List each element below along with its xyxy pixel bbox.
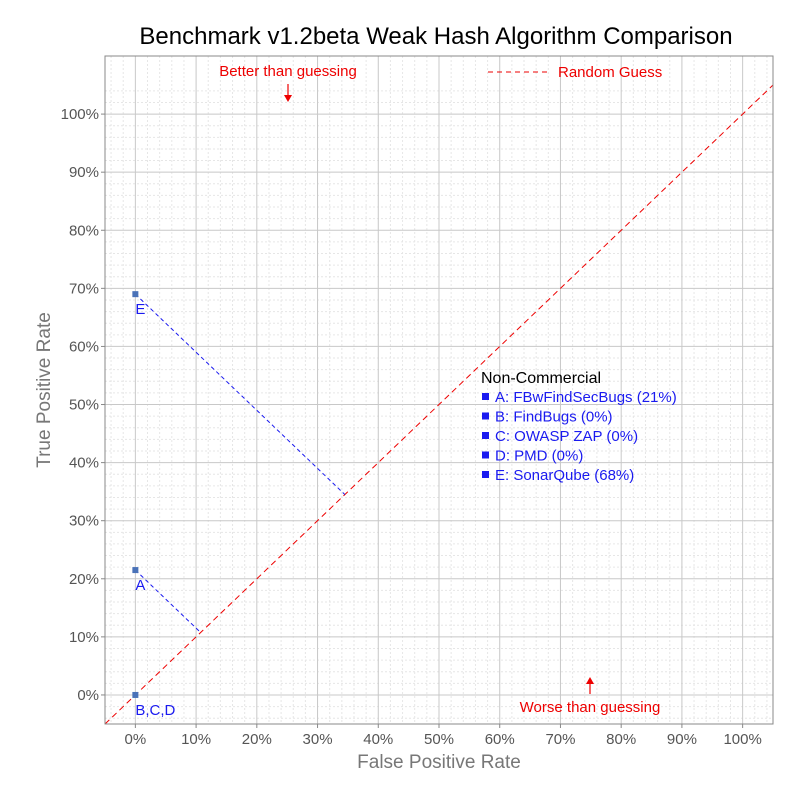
y-tick-label: 100% — [61, 106, 99, 123]
y-tick-label: 50% — [69, 397, 99, 414]
x-tick-label: 20% — [242, 731, 272, 748]
x-axis-label: False Positive Rate — [357, 752, 521, 773]
data-point — [132, 291, 139, 298]
data-point — [132, 691, 139, 698]
legend-item: A: FBwFindSecBugs (21%) — [495, 389, 677, 406]
y-tick-label: 70% — [69, 280, 99, 297]
point-label: E — [135, 301, 145, 318]
legend-marker — [482, 432, 489, 439]
x-tick-label: 80% — [606, 731, 636, 748]
random-guess-line — [104, 84, 774, 725]
y-tick-label: 90% — [69, 164, 99, 181]
y-tick-label: 80% — [69, 222, 99, 239]
x-tick-label: 10% — [181, 731, 211, 748]
x-tick-label: 30% — [303, 731, 333, 748]
x-tick-label: 90% — [667, 731, 697, 748]
legend-marker — [482, 471, 489, 478]
x-tick-label: 100% — [723, 731, 761, 748]
x-tick-label: 60% — [485, 731, 515, 748]
data-point — [132, 567, 139, 574]
arrow-down-icon — [284, 84, 292, 102]
x-axis-ticks: 0% 10% 20% 30% 40% 50% 60% 70% 80% 90% 100% — [125, 724, 762, 748]
legend-marker — [482, 412, 489, 420]
legend: Non-Commercial A: FBwFindSecBugs (21%) B:… — [481, 370, 677, 484]
major-grid — [105, 56, 773, 724]
connector-line — [135, 569, 201, 633]
connector-line — [135, 293, 346, 495]
y-tick-label: 10% — [69, 629, 99, 646]
data-points: E A B,C,D — [132, 291, 176, 719]
x-tick-label: 70% — [545, 731, 575, 748]
better-than-guessing-label: Better than guessing — [219, 63, 357, 80]
y-tick-label: 40% — [69, 455, 99, 472]
chart-title: Benchmark v1.2beta Weak Hash Algorithm C… — [139, 23, 732, 50]
legend-item: E: SonarQube (68%) — [495, 467, 634, 484]
legend-item: D: PMD (0%) — [495, 448, 583, 465]
y-tick-label: 60% — [69, 338, 99, 355]
arrow-up-icon — [586, 677, 594, 694]
y-tick-label: 0% — [77, 687, 99, 704]
legend-random-guess-label: Random Guess — [558, 64, 662, 81]
point-label: A — [135, 577, 145, 594]
random-guess-line-path — [104, 84, 774, 725]
x-tick-label: 40% — [363, 731, 393, 748]
worse-than-guessing-label: Worse than guessing — [520, 699, 661, 716]
y-axis-ticks: 0% 10% 20% 30% 40% 50% 60% 70% 80% 90% 100% — [61, 106, 105, 704]
legend-marker — [482, 451, 489, 459]
x-tick-label: 50% — [424, 731, 454, 748]
legend-item: C: OWASP ZAP (0%) — [495, 428, 638, 445]
x-tick-label: 0% — [125, 731, 147, 748]
legend-item: B: FindBugs (0%) — [495, 409, 613, 426]
y-tick-label: 30% — [69, 513, 99, 530]
y-tick-label: 20% — [69, 571, 99, 588]
y-axis-label: True Positive Rate — [34, 312, 55, 468]
legend-title: Non-Commercial — [481, 370, 601, 387]
point-connectors — [135, 293, 346, 633]
legend-marker — [482, 393, 489, 400]
point-label: B,C,D — [135, 702, 175, 719]
